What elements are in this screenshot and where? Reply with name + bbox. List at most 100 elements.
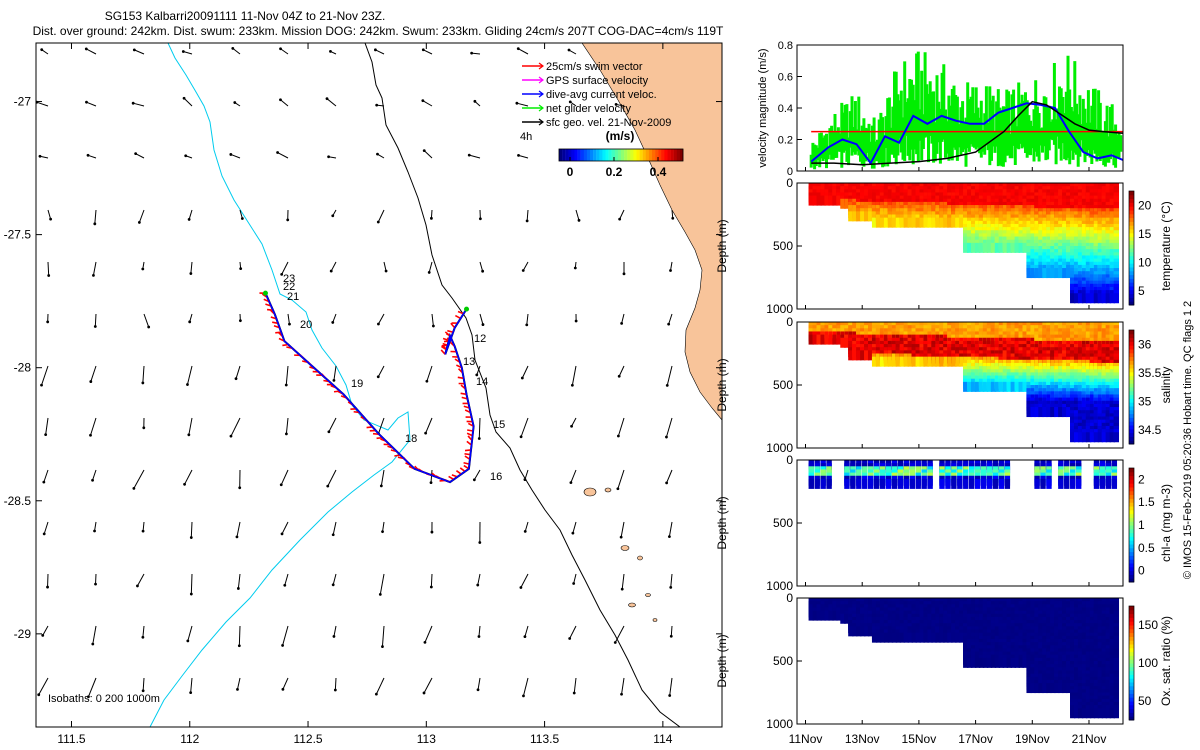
track-day-label: 18 bbox=[405, 433, 417, 445]
island bbox=[620, 545, 630, 551]
temperature-colorbar-cell bbox=[1129, 229, 1134, 234]
oxygen-cell bbox=[871, 632, 878, 643]
salinity-colorbar-cell bbox=[1129, 364, 1134, 369]
current-vector bbox=[94, 313, 97, 327]
chla-cell bbox=[915, 478, 921, 489]
oxygen-cell bbox=[967, 657, 973, 668]
swim-vector bbox=[447, 329, 454, 333]
legend-scale-label: 4h bbox=[520, 131, 532, 143]
salinity-colorbar-cell bbox=[1129, 345, 1134, 350]
chla-colorbar-cell bbox=[1129, 487, 1134, 492]
current-vector-head bbox=[132, 48, 136, 52]
chla-colorbar-cell bbox=[1129, 471, 1134, 477]
salinity-cell bbox=[1070, 432, 1076, 443]
legend-item-label: dive-avg current veloc. bbox=[546, 89, 657, 101]
temperature-cell bbox=[1109, 293, 1116, 304]
temperature-colorbar-cell bbox=[1129, 236, 1134, 241]
swim-vector bbox=[394, 454, 401, 457]
temperature-colorbar-cell bbox=[1129, 267, 1134, 272]
current-vector bbox=[670, 625, 673, 637]
current-vector bbox=[670, 573, 673, 588]
colorbar-tick-label: 0 bbox=[567, 165, 574, 179]
temperature-cell bbox=[852, 211, 858, 222]
oxygen-cell bbox=[1046, 683, 1052, 694]
salinity-cell bbox=[824, 334, 830, 345]
salinity-cell bbox=[1054, 407, 1060, 418]
current-vector-head bbox=[189, 592, 193, 596]
temperature-cell bbox=[939, 217, 945, 228]
salinity-colorbar-cell bbox=[1129, 387, 1134, 392]
current-vector-head bbox=[85, 100, 88, 104]
salinity-cell bbox=[836, 334, 842, 345]
temperature-cell bbox=[864, 211, 870, 222]
current-vector bbox=[328, 417, 337, 433]
salinity-colorbar-cell bbox=[1129, 330, 1134, 335]
speed-colorbar-cell bbox=[673, 149, 677, 161]
velocity-y-tick-label: 0.2 bbox=[778, 135, 793, 147]
chla-ylabel: Depth (m) bbox=[715, 496, 729, 549]
current-vector bbox=[571, 365, 577, 386]
salinity-cell bbox=[1109, 432, 1116, 443]
current-vector bbox=[620, 521, 625, 538]
temperature-cell bbox=[1018, 242, 1024, 253]
current-vector-head bbox=[40, 383, 43, 387]
chla-colorbar-cell bbox=[1129, 475, 1134, 480]
salinity-cell bbox=[820, 334, 826, 345]
current-vector bbox=[190, 261, 193, 274]
current-vector bbox=[524, 469, 529, 480]
current-vector bbox=[614, 625, 625, 643]
current-vector bbox=[377, 417, 385, 434]
oxygen-cell bbox=[935, 632, 941, 643]
oxygen-cell bbox=[832, 610, 838, 621]
swim-vector bbox=[442, 337, 450, 342]
current-vector-head bbox=[523, 529, 527, 533]
current-vector-head bbox=[665, 435, 668, 439]
temperature-cell bbox=[931, 217, 937, 228]
temperature-cell bbox=[812, 195, 818, 206]
oxygen-cell bbox=[891, 632, 898, 643]
temperature-cell bbox=[935, 217, 941, 228]
speed-colorbar-cell bbox=[630, 149, 634, 161]
oxygen-cell bbox=[895, 632, 902, 643]
current-vector-head bbox=[187, 433, 191, 437]
temperature-cell bbox=[951, 217, 957, 228]
speed-colorbar-cell bbox=[627, 149, 631, 161]
chla-cell bbox=[814, 478, 820, 489]
island bbox=[628, 602, 636, 608]
swim-vector bbox=[461, 396, 468, 400]
oxygen-cell bbox=[1054, 683, 1060, 694]
chla-colorbar-cell bbox=[1129, 536, 1134, 541]
temperature-colorbar-cell bbox=[1129, 297, 1134, 302]
current-vector bbox=[522, 677, 529, 696]
temperature-cell bbox=[943, 217, 949, 228]
salinity-cell bbox=[871, 356, 878, 367]
track-day-label: 19 bbox=[351, 378, 363, 390]
temperature-y-tick-label: 1000 bbox=[766, 302, 793, 316]
temperature-colorbar-cell bbox=[1129, 240, 1134, 245]
chla-colorbar-cell bbox=[1129, 494, 1134, 499]
current-vector-head bbox=[134, 152, 138, 156]
speed-colorbar-cell bbox=[664, 149, 668, 161]
current-vector-head bbox=[572, 582, 576, 585]
current-vector-head bbox=[331, 214, 335, 218]
salinity-cell bbox=[955, 356, 961, 367]
temperature-cell bbox=[1042, 268, 1048, 279]
temperature-cell bbox=[1054, 268, 1060, 279]
swim-vector bbox=[466, 432, 473, 437]
current-vector bbox=[573, 573, 577, 584]
current-vector bbox=[524, 625, 529, 637]
current-vector-head bbox=[572, 691, 576, 695]
island bbox=[645, 593, 651, 597]
current-vector bbox=[236, 521, 241, 538]
oxygen-cell bbox=[1018, 657, 1024, 668]
current-vector-head bbox=[280, 272, 284, 276]
current-vector-head bbox=[617, 374, 621, 378]
current-vector-head bbox=[92, 274, 95, 277]
temperature-cell bbox=[919, 217, 925, 228]
chla-cell bbox=[826, 478, 832, 489]
current-vector-head bbox=[84, 47, 88, 51]
salinity-cell bbox=[907, 356, 914, 367]
chla-cell bbox=[1034, 478, 1040, 489]
current-vector bbox=[284, 573, 289, 586]
